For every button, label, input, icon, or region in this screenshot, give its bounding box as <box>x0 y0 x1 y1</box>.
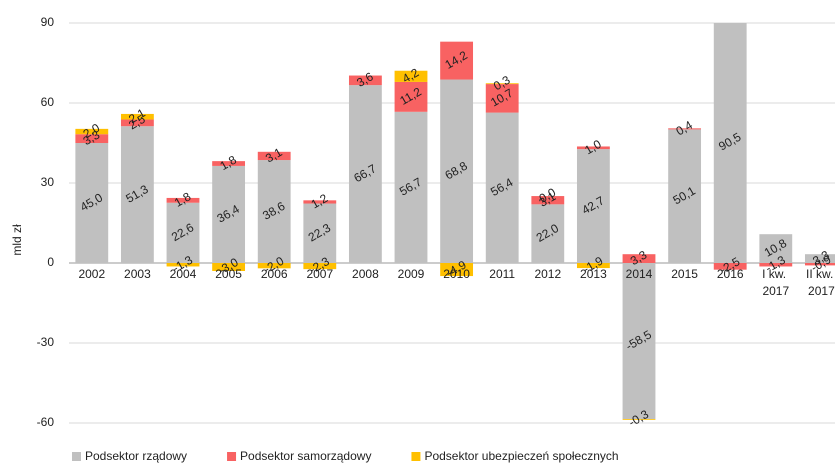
bar-segment <box>668 129 702 263</box>
x-tick-line: 2017 <box>808 284 835 298</box>
bar-segment <box>576 263 610 269</box>
bar-segment <box>394 70 428 82</box>
bar-segment <box>212 161 246 166</box>
x-tick-line: II kw. <box>806 267 835 281</box>
bar-segment <box>166 202 200 263</box>
bar-segment <box>713 263 747 270</box>
bar-segment <box>348 85 382 263</box>
bar-segment <box>120 119 154 127</box>
x-tick-label: 2006 <box>261 267 288 281</box>
x-tick-label: 2005 <box>215 267 242 281</box>
bar-segment <box>668 128 702 130</box>
y-tick-label: 30 <box>41 175 55 189</box>
bar-segment <box>576 146 610 150</box>
bar-segment <box>348 75 382 86</box>
bar-segment <box>576 149 610 263</box>
bar-segment <box>166 263 200 267</box>
bar-segment <box>485 84 519 113</box>
x-tick-label: 2007 <box>306 267 333 281</box>
bar-segment <box>531 204 565 263</box>
bar-segment <box>257 160 291 263</box>
legend-label: Podsektor samorządowy <box>240 449 371 463</box>
legend-label: Podsektor ubezpieczeń społecznych <box>424 449 618 463</box>
bar-segment <box>120 113 154 120</box>
x-tick-label: II kw. 2017 <box>806 267 835 298</box>
bar-segment <box>166 197 200 203</box>
legend-swatch <box>72 452 81 461</box>
bar-segment <box>804 263 835 266</box>
x-tick-label: 2011 <box>489 267 515 281</box>
bar-segment <box>75 143 109 263</box>
legend-swatch <box>411 452 421 461</box>
bar-segment <box>622 419 656 420</box>
y-tick-label: -30 <box>37 335 55 349</box>
bar-segment <box>622 263 656 419</box>
legend-label: Podsektor rządowy <box>85 449 187 463</box>
y-tick-label: 60 <box>41 95 55 109</box>
y-tick-label: 0 <box>47 255 54 269</box>
bar-segment <box>120 126 154 263</box>
y-tick-label: 90 <box>41 15 55 29</box>
x-tick-label: 2015 <box>671 267 698 281</box>
bar-segment <box>485 112 519 263</box>
x-tick-label: 2003 <box>124 267 151 281</box>
x-tick-label: I kw. 2017 <box>762 267 789 298</box>
bar-segment <box>212 263 246 271</box>
x-tick-label: 2016 <box>717 267 744 281</box>
x-tick-line: 2017 <box>762 284 789 298</box>
bar-segment <box>303 200 337 204</box>
x-tick-label: 2013 <box>580 267 607 281</box>
bar-segment <box>759 263 793 267</box>
bar-segment <box>804 254 835 263</box>
x-tick-label: 2004 <box>170 267 197 281</box>
bar-segment <box>257 151 291 161</box>
bar-segment <box>713 23 747 263</box>
bar-segment <box>303 263 337 270</box>
y-tick-label: -60 <box>37 415 55 429</box>
bar-segment <box>394 81 428 112</box>
legend-swatch <box>227 452 237 461</box>
bar-segment <box>531 196 565 205</box>
x-tick-label: 2009 <box>398 267 425 281</box>
bar-segment <box>75 134 109 143</box>
bar-segment <box>440 79 474 264</box>
x-tick-label: 2014 <box>626 267 653 281</box>
bar-segment <box>485 83 519 85</box>
x-tick-line: I kw. <box>762 267 789 281</box>
y-axis-label: mld zł <box>10 224 24 256</box>
bar-segment <box>257 263 291 269</box>
bar-segment <box>759 234 793 263</box>
x-tick-label: 2012 <box>534 267 561 281</box>
bar-segment <box>440 41 474 80</box>
bar-segment <box>75 128 109 135</box>
bar-segment <box>440 263 474 277</box>
bar-segment <box>622 254 656 263</box>
bar-segment <box>212 165 246 263</box>
x-tick-label: 2002 <box>78 267 105 281</box>
bar-segment <box>303 203 337 263</box>
x-tick-label: 2010 <box>443 267 470 281</box>
bar-segment <box>394 111 428 263</box>
x-tick-label: 2008 <box>352 267 379 281</box>
